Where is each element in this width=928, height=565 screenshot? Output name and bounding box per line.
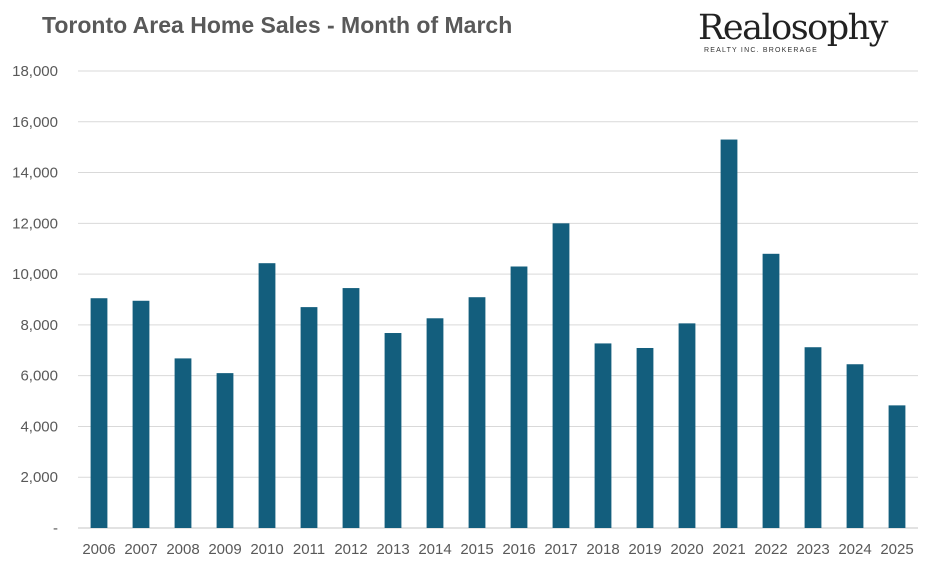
y-tick-label: 14,000 <box>12 165 58 182</box>
bar-2008 <box>174 358 192 528</box>
bar-2019 <box>636 347 654 528</box>
x-tick-label: 2014 <box>418 541 451 558</box>
x-tick-label: 2021 <box>712 541 745 558</box>
x-tick-label: 2018 <box>586 541 619 558</box>
chart-title: Toronto Area Home Sales - Month of March <box>42 12 513 38</box>
bar-2017 <box>552 223 570 529</box>
bar-2015 <box>468 297 486 528</box>
bar-2020 <box>678 323 696 528</box>
x-axis-tick-labels: 2006 2007 2008 2009 2010 2011 2012 2013 2014 2015… <box>82 541 913 558</box>
bar-2012 <box>342 288 360 528</box>
y-axis-tick-labels: - 2,000 4,000 6,000 8,000 10,000 12,000 14,000 1… <box>12 63 58 537</box>
y-tick-label: 18,000 <box>12 63 58 80</box>
x-tick-label: 2011 <box>293 541 325 558</box>
x-tick-label: 2009 <box>208 541 241 558</box>
bar-2010 <box>258 263 276 528</box>
realosophy-logo: Realosophy REALTY INC. BROKERAGE <box>698 8 888 54</box>
x-tick-label: 2010 <box>250 541 283 558</box>
y-tick-label: 12,000 <box>12 215 58 232</box>
bar-2016 <box>510 266 528 528</box>
x-tick-label: 2019 <box>628 541 661 558</box>
x-tick-label: 2012 <box>334 541 367 558</box>
x-tick-label: 2024 <box>838 541 871 558</box>
gridlines <box>78 70 918 529</box>
x-tick-label: 2016 <box>502 541 535 558</box>
bar-2014 <box>426 318 444 528</box>
x-tick-label: 2007 <box>124 541 157 558</box>
x-tick-label: 2015 <box>460 541 493 558</box>
y-tick-label: 6,000 <box>20 368 58 385</box>
x-tick-label: 2022 <box>754 541 787 558</box>
bar-2011 <box>300 307 318 528</box>
bar-2023 <box>804 347 822 528</box>
x-tick-label: 2025 <box>880 541 913 558</box>
x-tick-label: 2006 <box>82 541 115 558</box>
y-tick-label: 2,000 <box>20 469 58 486</box>
x-tick-label: 2023 <box>796 541 829 558</box>
y-tick-label: 10,000 <box>12 266 58 283</box>
bar-2013 <box>384 333 402 528</box>
bar-2021 <box>720 139 738 529</box>
y-tick-label: - <box>53 520 58 537</box>
x-tick-label: 2008 <box>166 541 199 558</box>
y-tick-label: 8,000 <box>20 317 58 334</box>
bar-2022 <box>762 253 780 529</box>
bar-2025 <box>888 405 906 528</box>
logo-wordmark: Realosophy <box>698 8 888 48</box>
x-tick-label: 2013 <box>376 541 409 558</box>
bar-2007 <box>132 300 150 528</box>
logo-subtitle: REALTY INC. BROKERAGE <box>704 47 819 54</box>
x-tick-label: 2020 <box>670 541 703 558</box>
y-tick-label: 16,000 <box>12 114 58 131</box>
bars <box>90 139 906 529</box>
bar-2009 <box>216 373 234 528</box>
bar-2018 <box>594 343 612 528</box>
x-tick-label: 2017 <box>544 541 577 558</box>
bar-2006 <box>90 298 108 528</box>
y-tick-label: 4,000 <box>20 418 58 435</box>
bar-2024 <box>846 364 864 528</box>
